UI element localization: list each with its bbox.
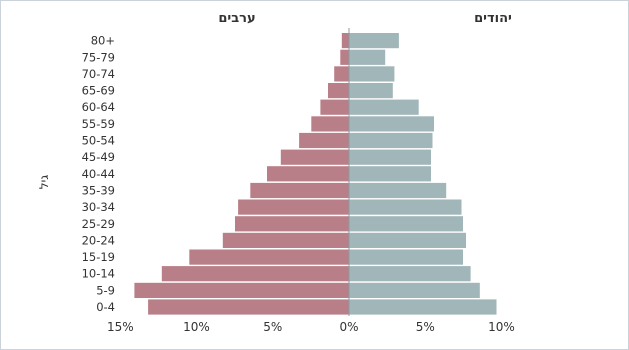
- age-label-35-39: 35-39: [82, 184, 115, 198]
- bar-right-70-74: [348, 65, 396, 83]
- age-label-60-64: 60-64: [82, 100, 115, 114]
- bar-right-15-19: [348, 248, 464, 266]
- right-group-label: יהודים: [474, 11, 512, 26]
- bar-right-0-4: [348, 298, 498, 316]
- age-label-10-14: 10-14: [82, 267, 115, 281]
- bar-left-55-59: [310, 115, 350, 133]
- bar-left-25-29: [234, 215, 350, 233]
- age-label-20-24: 20-24: [82, 233, 115, 247]
- bar-right-35-39: [348, 182, 447, 199]
- age-label-75-79: 75-79: [82, 50, 115, 64]
- age-label-5-9: 5-9: [96, 283, 115, 297]
- bar-right-20-24: [348, 231, 467, 249]
- bar-left-0-4: [147, 298, 350, 316]
- age-label-65-69: 65-69: [82, 84, 115, 98]
- bar-right-50-54: [348, 132, 434, 149]
- age-label-80+: 80+: [91, 34, 115, 48]
- bar-left-80+: [340, 32, 350, 49]
- bar-left-35-39: [249, 182, 350, 199]
- age-label-45-49: 45-49: [82, 150, 115, 164]
- bar-left-15-19: [188, 248, 350, 266]
- bar-right-75-79: [348, 48, 386, 66]
- bar-left-60-64: [319, 98, 350, 116]
- age-label-70-74: 70-74: [82, 67, 115, 81]
- bar-right-45-49: [348, 148, 432, 166]
- bar-left-65-69: [327, 82, 350, 99]
- age-label-55-59: 55-59: [82, 117, 115, 131]
- bar-right-80+: [348, 32, 400, 49]
- bar-left-75-79: [339, 48, 350, 66]
- x-tick-label: 10%: [488, 320, 515, 334]
- age-label-40-44: 40-44: [82, 167, 115, 181]
- bars-group: [133, 28, 498, 316]
- age-label-50-54: 50-54: [82, 134, 115, 148]
- x-tick-label: 0%: [339, 320, 358, 334]
- bar-right-65-69: [348, 82, 394, 99]
- bar-left-50-54: [298, 132, 350, 149]
- left-group-label: ערבים: [218, 11, 255, 26]
- bar-right-60-64: [348, 98, 420, 116]
- bar-left-40-44: [266, 165, 350, 183]
- age-label-15-19: 15-19: [82, 250, 115, 264]
- age-label-0-4: 0-4: [96, 300, 115, 314]
- x-tick-label: 15%: [107, 320, 134, 334]
- bar-left-10-14: [160, 265, 350, 283]
- x-tick-label: 10%: [183, 320, 210, 334]
- bar-left-5-9: [133, 281, 350, 299]
- bar-right-30-34: [348, 198, 463, 216]
- age-label-30-34: 30-34: [82, 200, 115, 214]
- bar-right-5-9: [348, 281, 481, 299]
- bar-right-25-29: [348, 215, 464, 233]
- bar-left-20-24: [221, 231, 350, 249]
- bar-right-55-59: [348, 115, 435, 133]
- x-tick-label: 5%: [263, 320, 282, 334]
- bar-left-30-34: [237, 198, 350, 216]
- age-label-25-29: 25-29: [82, 217, 115, 231]
- y-axis-title: גיל: [37, 175, 51, 190]
- age-labels-group: 0-4 5-9 10-14 15-19 20-24 25-29 30-34 35-39 40-4…: [82, 34, 115, 314]
- bar-left-45-49: [279, 148, 350, 166]
- bar-right-10-14: [348, 265, 472, 283]
- x-tick-label: 5%: [416, 320, 435, 334]
- x-ticks-group: 15% 10% 5% 0% 5% 10%: [107, 320, 515, 334]
- bar-left-70-74: [333, 65, 350, 83]
- bar-right-40-44: [348, 165, 432, 183]
